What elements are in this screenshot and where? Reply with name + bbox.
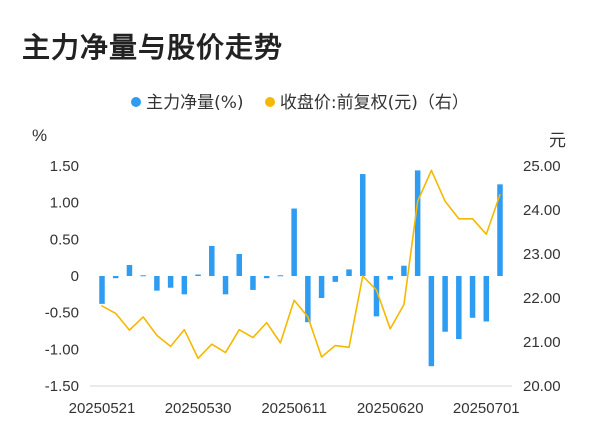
net-volume-bar [222,276,229,295]
net-volume-bar [360,174,366,276]
net-volume-bar [209,245,215,276]
net-volume-bar [442,276,448,332]
net-volume-bar [154,276,160,291]
net-volume-bar [263,276,270,279]
left-axis-tick-label: -1.50 [45,378,79,395]
right-axis-tick-label: 23.00 [523,246,561,263]
net-volume-bar [250,276,256,290]
net-volume-bar [387,276,393,280]
net-volume-bar [112,276,119,279]
left-axis-unit: % [32,126,48,145]
left-axis-tick-label: -0.50 [45,305,79,322]
legend-label-close-price: 收盘价:前复权(元)（右） [279,93,469,113]
left-axis-tick-label: 1.50 [50,158,79,175]
x-axis-tick-label: 20250620 [357,400,424,417]
x-axis-tick-label: 20250521 [69,400,136,417]
left-axis-tick-label: 0.50 [50,231,79,248]
net-volume-bar [181,276,188,295]
right-axis-tick-label: 21.00 [523,334,561,351]
left-axis-tick-label: -1.00 [45,341,79,358]
net-volume-bar [483,276,490,322]
net-volume-bar [140,275,146,277]
net-volume-bar [332,276,339,282]
line-layer [101,169,501,360]
chart-title: 主力净量与股价走势 [22,31,284,64]
net-volume-bar [346,269,352,276]
right-axis-tick-label: 25.00 [523,158,561,175]
net-volume-bar [497,184,503,276]
x-axis-tick-label: 20250701 [453,400,520,417]
net-volume-bar [469,276,476,318]
legend-item-close-price[interactable]: 收盘价:前复权(元)（右） [264,88,469,113]
x-axis-tick-label: 20250611 [261,400,327,417]
net-volume-bar [428,276,435,367]
tick-layer: 1.50 1.00 0.50 0 -0.50 -1.00 -1.50 25.00 24.00 23… [45,158,561,417]
net-volume-bar [291,208,297,276]
right-axis-tick-label: 20.00 [523,378,561,395]
net-volume-bar [126,265,133,276]
close-price-line [101,169,501,360]
net-volume-bar [401,265,407,276]
left-axis-tick-label: 1.00 [50,195,79,212]
net-volume-bar [277,275,284,277]
net-volume-bar [305,276,311,323]
right-axis-tick-label: 24.00 [523,202,561,219]
right-axis-unit: 元 [549,131,566,150]
net-volume-bar [318,276,325,298]
x-axis-tick-label: 20250530 [165,400,232,417]
right-axis-tick-label: 22.00 [523,290,561,307]
legend: 主力净量(%) 收盘价:前复权(元)（右） [0,88,600,113]
bar-layer [99,170,503,367]
net-volume-bar [414,170,421,276]
legend-label-net-volume: 主力净量(%) [146,93,244,113]
left-axis-tick-label: 0 [71,268,79,285]
net-volume-bar [236,254,242,276]
legend-item-net-volume[interactable]: 主力净量(%) [131,88,244,113]
legend-marker-net-volume [131,97,142,107]
net-volume-bar [373,276,380,317]
net-volume-bar [167,276,174,288]
legend-marker-close-price [264,97,275,107]
net-volume-bar [99,276,105,304]
net-volume-bar [456,276,462,340]
net-volume-bar [195,274,201,276]
